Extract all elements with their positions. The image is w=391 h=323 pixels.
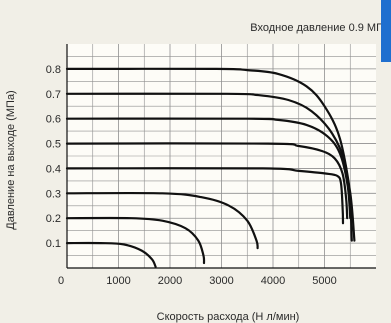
y-axis-label: Давление на выходе (МПа) (5, 90, 17, 229)
x-tick-label: 5000 (312, 275, 336, 287)
chart-title: Входное давление 0.9 МП (250, 22, 384, 34)
y-tick-label: 0.5 (46, 139, 61, 151)
y-tick-label: 0.8 (46, 64, 61, 76)
x-axis-label: Скорость расхода (Н л/мин) (157, 311, 300, 323)
series-line-7 (65, 216, 206, 265)
series-line-5 (65, 167, 345, 225)
series-line-4 (65, 142, 349, 220)
series-line-3 (65, 117, 352, 220)
y-tick-label: 0.1 (46, 238, 61, 250)
y-tick-label: 0.4 (46, 163, 61, 175)
series-line-8 (65, 241, 157, 268)
series-line-6 (65, 191, 259, 250)
x-tick-label: 3000 (209, 275, 233, 287)
x-tick-label: 2000 (158, 275, 182, 287)
y-tick-label: 0.3 (46, 188, 61, 200)
x-tick-label: 1000 (106, 275, 130, 287)
y-tick-label: 0.7 (46, 89, 61, 101)
x-tick-label: 4000 (261, 275, 285, 287)
x-tick-label: 0 (58, 275, 64, 287)
y-tick-label: 0.6 (46, 114, 61, 126)
y-tick-label: 0.2 (46, 213, 61, 225)
accent-bar (381, 0, 391, 62)
